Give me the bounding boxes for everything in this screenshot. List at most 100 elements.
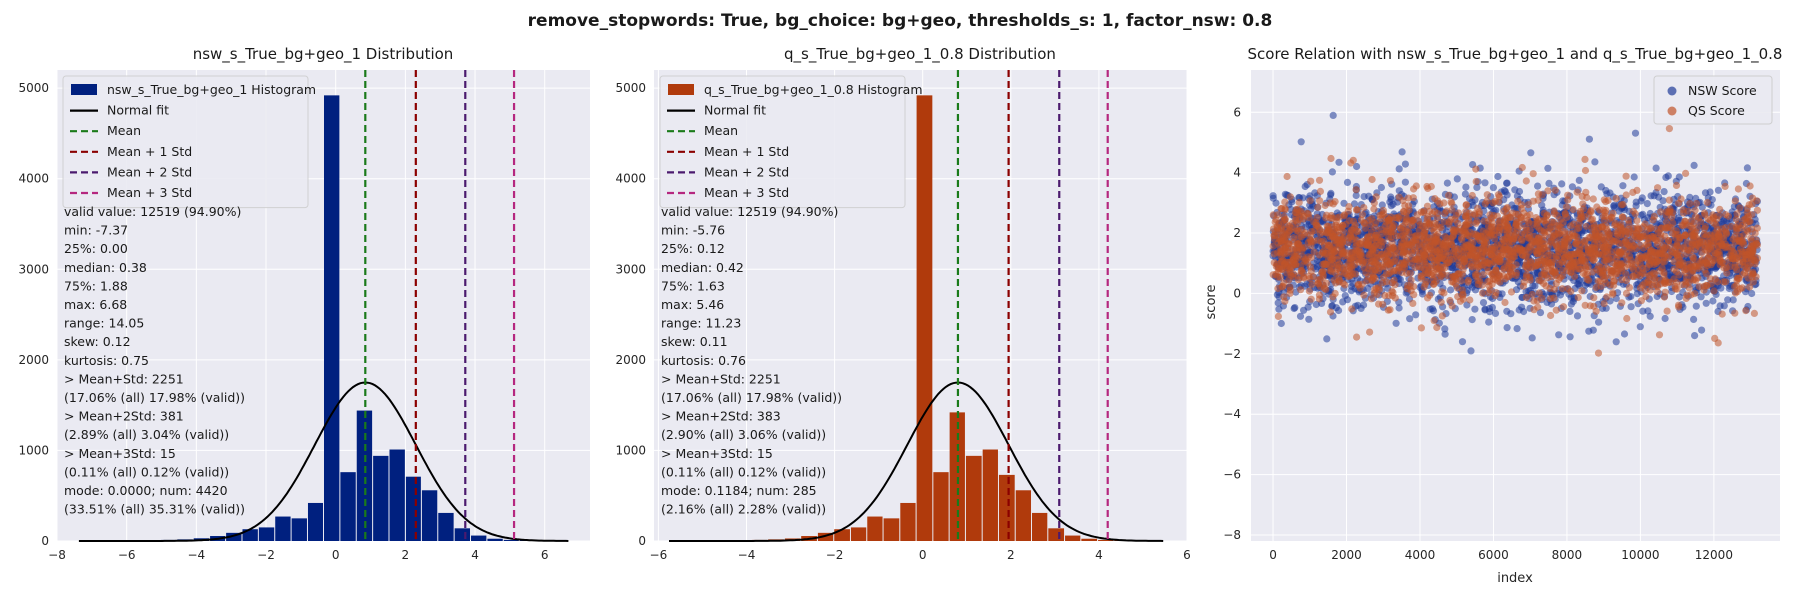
- scatter-point-nsw: [1646, 312, 1654, 320]
- scatter-point-qs: [1691, 246, 1699, 254]
- scatter-point-nsw: [1639, 307, 1647, 315]
- scatter-point-qs: [1733, 210, 1741, 218]
- scatter-point-qs: [1680, 266, 1688, 274]
- scatter-point-qs: [1694, 274, 1702, 282]
- scatter-point-qs: [1285, 265, 1293, 273]
- scatter-point-nsw: [1498, 290, 1506, 298]
- stats-text-qs: valid value: 12519 (94.90%)min: -5.7625%…: [661, 204, 842, 517]
- scatter-point-qs: [1538, 191, 1546, 199]
- scatter-point-nsw: [1652, 164, 1660, 172]
- scatter-point-qs: [1462, 230, 1470, 238]
- stat-line: > Mean+2Std: 381: [64, 409, 184, 424]
- histogram-bar: [324, 95, 340, 541]
- scatter-point-qs: [1294, 272, 1302, 280]
- scatter-point-qs: [1700, 282, 1708, 290]
- scatter-point-qs: [1753, 254, 1761, 262]
- scatter-point-nsw: [1717, 284, 1725, 292]
- scatter-point-qs: [1496, 244, 1505, 252]
- scatter-point-qs: [1455, 227, 1463, 236]
- histogram-bar: [867, 516, 883, 541]
- scatter-point-nsw: [1528, 334, 1536, 342]
- scatter-point-qs: [1347, 159, 1355, 167]
- scatter-point-nsw: [1329, 111, 1337, 119]
- scatter-point-qs: [1319, 268, 1327, 276]
- scatter-point-qs: [1346, 229, 1355, 237]
- scatter-point-nsw: [1360, 301, 1368, 309]
- scatter-point-nsw: [1575, 176, 1583, 184]
- scatter-point-qs: [1440, 289, 1448, 297]
- scatter-point-qs: [1402, 218, 1410, 226]
- scatter-point-qs: [1445, 191, 1453, 199]
- scatter-point-qs: [1435, 266, 1443, 274]
- scatter-point-qs: [1310, 237, 1318, 245]
- scatter-point-qs: [1603, 293, 1611, 301]
- scatter-point-qs: [1628, 263, 1636, 271]
- histogram-bar: [949, 412, 965, 541]
- scatter-point-qs: [1462, 207, 1470, 215]
- y-tick-label: 3000: [18, 262, 49, 276]
- scatter-point-nsw: [1328, 302, 1336, 310]
- scatter-point-qs: [1338, 244, 1346, 252]
- scatter-point-qs: [1695, 260, 1703, 268]
- scatter-point-nsw: [1328, 168, 1336, 176]
- stat-line: 25%: 0.12: [661, 241, 725, 256]
- scatter-point-qs: [1382, 278, 1391, 286]
- scatter-point-qs: [1465, 217, 1473, 225]
- scatter-point-qs: [1539, 279, 1548, 287]
- scatter-point-qs: [1423, 219, 1431, 227]
- scatter-point-nsw: [1714, 186, 1722, 194]
- scatter-point-nsw: [1531, 282, 1539, 290]
- scatter-point-qs: [1745, 283, 1754, 291]
- scatter-point-nsw: [1406, 315, 1414, 323]
- histogram-bar: [1098, 539, 1114, 541]
- scatter-point-qs: [1386, 306, 1394, 314]
- scatter-point-qs: [1630, 272, 1638, 280]
- scatter-point-nsw: [1335, 158, 1343, 166]
- scatter-point-qs: [1707, 280, 1715, 288]
- histogram-bar: [900, 502, 916, 541]
- scatter-point-qs: [1655, 331, 1664, 339]
- scatter-point-qs: [1519, 251, 1527, 259]
- scatter-point-qs: [1626, 243, 1635, 251]
- scatter-point-qs: [1657, 234, 1665, 242]
- scatter-point-qs: [1561, 210, 1569, 218]
- scatter-point-qs: [1561, 236, 1569, 244]
- scatter-point-nsw: [1748, 289, 1756, 298]
- histogram-bar: [916, 95, 933, 541]
- scatter-point-qs: [1423, 237, 1431, 246]
- scatter-point-qs: [1388, 216, 1396, 224]
- scatter-point-qs: [1703, 198, 1711, 207]
- scatter-point-qs: [1534, 196, 1542, 204]
- scatter-point-qs: [1361, 224, 1369, 232]
- scatter-point-qs: [1360, 291, 1368, 299]
- scatter-point-qs: [1388, 287, 1396, 295]
- scatter-point-qs: [1437, 224, 1445, 232]
- scatter-point-qs: [1431, 239, 1439, 247]
- scatter-point-qs: [1663, 307, 1671, 315]
- scatter-point-qs: [1316, 197, 1324, 205]
- x-tick-label: 2: [402, 548, 410, 562]
- scatter-point-qs: [1547, 238, 1555, 246]
- scatter-point-qs: [1710, 237, 1718, 245]
- legend-label: Mean: [107, 123, 141, 138]
- scatter-point-qs: [1452, 212, 1460, 220]
- scatter-point-qs: [1712, 221, 1720, 229]
- scatter-point-qs: [1582, 222, 1590, 230]
- scatter-point-nsw: [1468, 316, 1476, 324]
- scatter-point-qs: [1388, 258, 1396, 266]
- histogram-bar: [850, 527, 867, 541]
- scatter-point-qs: [1507, 288, 1516, 296]
- scatter-point-qs: [1433, 214, 1442, 222]
- scatter-point-nsw: [1585, 135, 1593, 143]
- scatter-point-nsw: [1343, 178, 1352, 186]
- histogram-bar: [454, 528, 471, 541]
- scatter-point-qs: [1302, 257, 1310, 265]
- histogram-bar: [471, 535, 487, 541]
- scatter-point-qs: [1468, 251, 1476, 259]
- scatter-point-nsw: [1627, 303, 1635, 311]
- scatter-point-nsw: [1494, 172, 1502, 181]
- scatter-point-qs: [1421, 280, 1429, 288]
- scatter-point-qs: [1553, 243, 1561, 251]
- scatter-point-qs: [1478, 281, 1486, 289]
